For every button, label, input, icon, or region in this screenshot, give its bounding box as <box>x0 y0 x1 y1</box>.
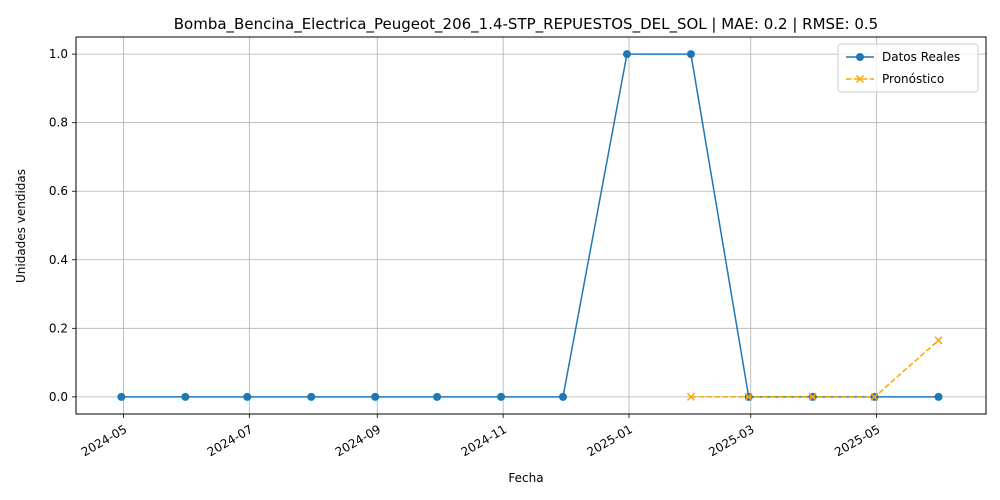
data-point <box>307 392 316 401</box>
y-axis-label: Unidades vendidas <box>14 169 28 283</box>
data-point <box>181 392 190 401</box>
chart-title: Bomba_Bencina_Electrica_Peugeot_206_1.4-… <box>174 15 878 34</box>
y-tick-label: 0.8 <box>49 116 68 130</box>
data-point <box>243 392 252 401</box>
y-tick-label: 1.0 <box>49 47 68 61</box>
series-layer <box>117 50 943 401</box>
data-point <box>117 392 126 401</box>
data-point <box>744 392 753 401</box>
plot-frame <box>75 36 987 415</box>
data-point <box>934 336 943 345</box>
data-point <box>622 50 631 59</box>
data-point <box>558 392 567 401</box>
legend-label: Pronóstico <box>882 72 944 86</box>
data-point <box>686 392 695 401</box>
y-tick-label: 0.2 <box>49 321 68 335</box>
data-point <box>808 392 817 401</box>
y-tick-label: 0.0 <box>49 390 68 404</box>
data-point <box>433 392 442 401</box>
legend: Datos Reales Pronóstico <box>837 43 979 93</box>
data-point <box>686 50 695 59</box>
y-tick-label: 0.4 <box>49 253 68 267</box>
data-point <box>371 392 380 401</box>
legend-marker <box>855 74 865 84</box>
legend-box <box>837 43 979 93</box>
legend-label: Datos Reales <box>882 50 960 64</box>
y-tick-label: 0.6 <box>49 184 68 198</box>
data-point <box>934 392 943 401</box>
data-point <box>870 392 879 401</box>
legend-marker <box>856 53 864 61</box>
data-point <box>497 392 506 401</box>
x-axis-label: Fecha <box>508 471 543 485</box>
